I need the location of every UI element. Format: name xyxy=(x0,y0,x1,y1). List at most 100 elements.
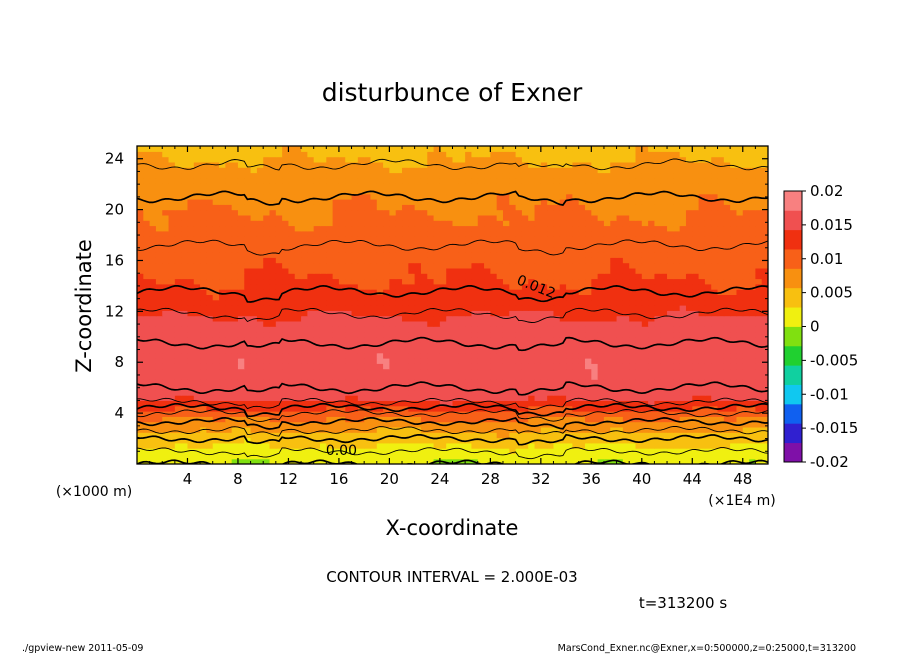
heatmap-cell xyxy=(301,379,308,386)
heatmap-cell xyxy=(540,352,548,359)
heatmap-cell xyxy=(484,273,491,280)
heatmap-cell xyxy=(591,363,599,370)
heatmap-cell xyxy=(597,352,605,359)
heatmap-cell xyxy=(704,416,712,423)
heatmap-cell xyxy=(547,225,555,232)
heatmap-cell xyxy=(225,225,233,232)
heatmap-cell xyxy=(749,368,756,375)
heatmap-cell xyxy=(345,448,353,454)
heatmap-cell xyxy=(528,246,536,253)
heatmap-cell xyxy=(370,214,378,221)
heatmap-cell xyxy=(389,437,397,444)
heatmap-cell xyxy=(206,458,214,464)
heatmap-cell xyxy=(515,209,523,216)
heatmap-cell xyxy=(313,257,321,264)
heatmap-cell xyxy=(509,453,517,460)
heatmap-cell xyxy=(667,278,674,285)
heatmap-cell xyxy=(635,299,643,306)
heatmap-cell xyxy=(433,352,441,359)
heatmap-cell xyxy=(275,352,283,359)
heatmap-cell xyxy=(237,448,245,454)
heatmap-cell xyxy=(641,252,649,258)
heatmap-cell xyxy=(616,305,624,311)
heatmap-cell xyxy=(307,199,315,205)
heatmap-cell xyxy=(490,352,498,359)
heatmap-cell xyxy=(244,267,252,274)
heatmap-cell xyxy=(711,453,719,460)
heatmap-cell xyxy=(313,230,321,237)
heatmap-cell xyxy=(376,379,384,386)
heatmap-cell xyxy=(439,294,447,301)
heatmap-cell xyxy=(275,389,283,396)
heatmap-cell xyxy=(692,448,700,454)
heatmap-cell xyxy=(288,336,296,343)
heatmap-cell xyxy=(654,326,662,333)
heatmap-cell xyxy=(578,352,586,359)
heatmap-cell xyxy=(370,400,378,407)
heatmap-cell xyxy=(572,426,580,433)
heatmap-cell xyxy=(345,437,353,444)
heatmap-cell xyxy=(490,437,498,444)
heatmap-cell xyxy=(219,379,226,386)
heatmap-cell xyxy=(187,379,195,386)
heatmap-cell xyxy=(193,442,201,449)
heatmap-cell xyxy=(547,442,555,449)
heatmap-cell xyxy=(187,305,195,311)
heatmap-cell xyxy=(648,252,656,258)
heatmap-cell xyxy=(730,416,738,423)
heatmap-cell xyxy=(603,267,611,274)
heatmap-cell xyxy=(200,358,208,364)
heatmap-cell xyxy=(155,453,163,460)
heatmap-cell xyxy=(692,389,700,396)
heatmap-cell xyxy=(301,448,308,454)
heatmap-cell xyxy=(244,368,252,375)
heatmap-cell xyxy=(439,262,447,269)
heatmap-cell xyxy=(187,310,195,317)
heatmap-cell xyxy=(162,400,170,407)
heatmap-cell xyxy=(219,336,226,343)
heatmap-cell xyxy=(389,442,397,449)
heatmap-cell xyxy=(704,411,712,417)
heatmap-cell xyxy=(509,405,517,412)
heatmap-cell xyxy=(225,315,233,322)
heatmap-cell xyxy=(547,294,555,301)
heatmap-cell xyxy=(288,363,296,370)
heatmap-cell xyxy=(648,336,656,343)
heatmap-cell xyxy=(736,368,744,375)
heatmap-cell xyxy=(174,299,182,306)
heatmap-cell xyxy=(755,368,763,375)
heatmap-cell xyxy=(231,204,239,211)
heatmap-cell xyxy=(383,252,390,258)
heatmap-cell xyxy=(711,384,719,391)
heatmap-cell xyxy=(307,267,315,274)
heatmap-cell xyxy=(200,252,208,258)
heatmap-cell xyxy=(414,336,422,343)
heatmap-cell xyxy=(521,331,529,338)
heatmap-cell xyxy=(559,283,567,290)
heatmap-cell xyxy=(755,294,763,301)
heatmap-cell xyxy=(660,199,668,205)
heatmap-cell xyxy=(490,289,498,295)
heatmap-cell xyxy=(641,283,649,290)
heatmap-cell xyxy=(212,458,220,464)
heatmap-cell xyxy=(692,315,700,322)
heatmap-cell xyxy=(446,384,454,391)
heatmap-cell xyxy=(521,204,529,211)
heatmap-cell xyxy=(143,379,151,386)
heatmap-cell xyxy=(244,241,252,248)
heatmap-cell xyxy=(187,368,195,375)
heatmap-cell xyxy=(263,442,271,449)
heatmap-cell xyxy=(256,442,264,449)
heatmap-cell xyxy=(225,453,233,460)
heatmap-cell xyxy=(408,214,416,221)
heatmap-cell xyxy=(446,267,454,274)
heatmap-cell xyxy=(465,363,473,370)
heatmap-cell xyxy=(414,236,422,242)
heatmap-cell xyxy=(187,448,195,454)
heatmap-cell xyxy=(547,320,555,327)
heatmap-cell xyxy=(698,384,706,391)
heatmap-cell xyxy=(402,373,409,380)
heatmap-cell xyxy=(660,299,668,306)
heatmap-cell xyxy=(528,278,536,285)
heatmap-cell xyxy=(301,347,308,354)
